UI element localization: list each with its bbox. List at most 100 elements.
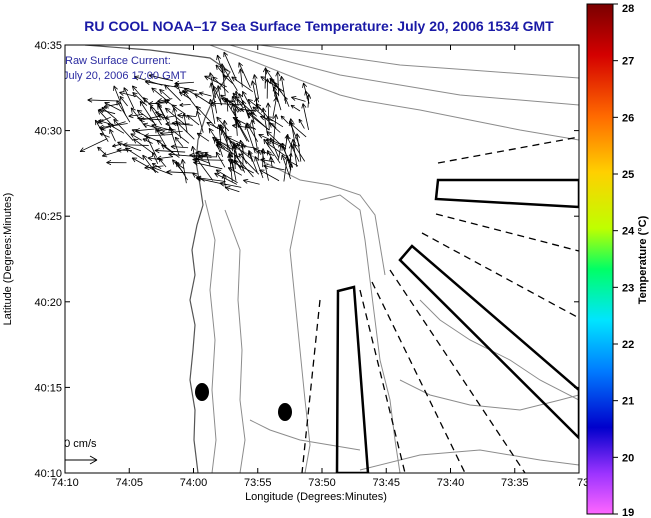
- current-vector-head: [147, 157, 153, 161]
- current-vector-head: [151, 163, 155, 167]
- current-vector-head: [154, 150, 160, 154]
- current-vector-head: [119, 95, 125, 99]
- current-vector: [152, 163, 162, 169]
- x-tick-label: 74:10: [51, 477, 79, 489]
- current-vector: [165, 107, 186, 126]
- current-vector: [102, 147, 129, 157]
- current-vector: [171, 104, 186, 115]
- current-vector: [253, 74, 259, 100]
- current-vector-head: [291, 96, 297, 98]
- current-vector: [123, 87, 135, 109]
- current-vector-head: [119, 96, 122, 101]
- current-vector-head: [158, 158, 161, 163]
- current-vector: [116, 149, 132, 151]
- current-vector: [221, 63, 226, 96]
- current-vector-head: [238, 153, 241, 159]
- current-vector-head: [286, 155, 290, 161]
- current-vector: [236, 119, 250, 143]
- current-vector-head: [229, 140, 235, 143]
- current-vector-head: [170, 128, 174, 134]
- current-vector-head: [260, 76, 264, 82]
- current-vector: [209, 99, 216, 124]
- current-vector: [151, 166, 173, 176]
- x-tick-label: 74:05: [115, 477, 143, 489]
- current-vector-head: [225, 186, 231, 188]
- current-vector: [266, 116, 284, 128]
- current-vector: [131, 129, 161, 143]
- current-vector: [262, 107, 269, 136]
- current-vector: [298, 118, 305, 129]
- current-vector: [303, 82, 309, 102]
- current-vector: [173, 107, 182, 139]
- current-vector-head: [265, 69, 271, 73]
- current-vector-head: [106, 160, 112, 163]
- current-vector-head: [119, 90, 125, 93]
- current-vector-head: [231, 76, 237, 79]
- colorbar-ticks: 28 27 26 25 24 23 22 21 20 19: [613, 3, 635, 518]
- current-vector: [142, 138, 153, 144]
- current-vector-head: [209, 72, 214, 77]
- current-vector-head: [215, 64, 221, 68]
- current-vector-head: [284, 96, 288, 100]
- sector-south: [335, 285, 370, 473]
- current-vector-head: [252, 106, 258, 109]
- current-vector-head: [238, 62, 244, 67]
- current-vector: [144, 134, 173, 137]
- current-vector-head: [266, 142, 272, 144]
- current-vector: [193, 161, 223, 170]
- current-vector-head: [132, 92, 138, 95]
- current-vector: [161, 144, 180, 158]
- x-tick-label: 73:35: [501, 477, 529, 489]
- current-vector-head: [231, 104, 236, 109]
- current-vector: [196, 177, 226, 182]
- current-vector: [220, 94, 244, 112]
- current-vector: [218, 124, 222, 147]
- current-vector: [174, 136, 184, 147]
- current-vector-head: [157, 100, 163, 104]
- y-tick-label: 40:15: [34, 382, 62, 394]
- current-vector: [131, 157, 159, 173]
- current-vector: [218, 125, 233, 144]
- current-vector: [125, 147, 143, 160]
- current-vector: [234, 95, 257, 117]
- current-vector: [183, 113, 188, 133]
- current-vector-head: [214, 138, 216, 144]
- current-vector-head: [113, 118, 119, 122]
- current-vector-head: [97, 118, 101, 124]
- current-vector-head: [265, 69, 268, 75]
- current-vector: [233, 143, 236, 169]
- x-axis: 74:10 74:05 74:00 73:55 73:50 73:45 73:40 73:35…: [51, 45, 598, 489]
- current-vector-head: [135, 127, 140, 132]
- current-vector: [280, 115, 289, 124]
- current-vector-head: [116, 147, 122, 151]
- current-vector-head: [238, 139, 241, 145]
- y-tick-label: 40:30: [34, 126, 62, 138]
- current-vector-head: [254, 97, 258, 103]
- current-vector-head: [298, 118, 303, 122]
- current-vector-head: [296, 133, 301, 138]
- current-vector-head: [197, 154, 203, 158]
- current-vector: [265, 69, 283, 94]
- current-vector-head: [173, 107, 178, 112]
- current-vector-head: [157, 114, 162, 119]
- current-vector-head: [130, 107, 136, 111]
- current-vector: [112, 143, 123, 147]
- current-vector: [130, 133, 142, 141]
- current-vector: [151, 124, 171, 131]
- current-vector-head: [260, 76, 266, 78]
- current-vector-head: [139, 120, 145, 122]
- current-vector-head: [266, 116, 272, 118]
- current-vector-head: [103, 106, 109, 109]
- current-vector-head: [231, 76, 235, 82]
- current-vector-head: [216, 116, 222, 120]
- current-vector-head: [197, 156, 203, 160]
- current-vector-head: [228, 152, 233, 158]
- current-vector-head: [253, 147, 260, 149]
- current-vector-head: [219, 181, 225, 184]
- current-vector-head: [143, 97, 149, 100]
- current-vector: [231, 159, 237, 181]
- current-vector: [254, 156, 264, 179]
- colorbar-tick-label: 27: [622, 56, 634, 68]
- current-vector: [215, 144, 233, 155]
- y-tick-label: 40:35: [34, 40, 62, 52]
